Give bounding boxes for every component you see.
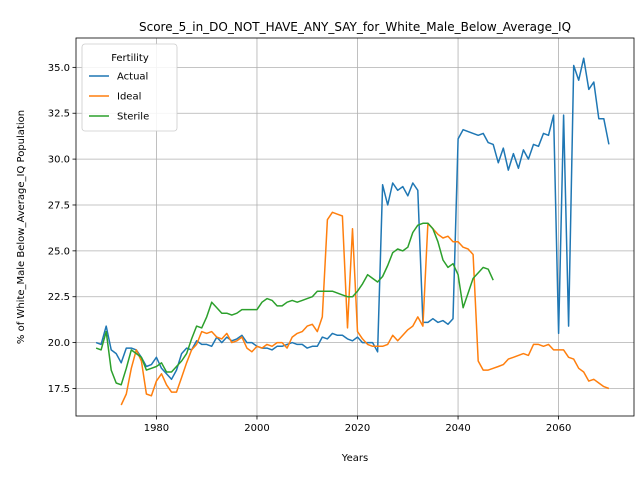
y-tick-label: 17.5 <box>48 384 70 395</box>
x-tick-label: 1980 <box>144 423 169 434</box>
plot-frame <box>75 37 635 417</box>
y-tick-label: 22.5 <box>48 292 70 303</box>
chart-title: Score_5_in_DO_NOT_HAVE_ANY_SAY_for_White… <box>139 20 571 34</box>
x-axis-label: Years <box>341 453 368 464</box>
y-tick-label: 25.0 <box>48 246 70 257</box>
legend-title: Fertility <box>111 53 149 64</box>
x-tick-label: 2060 <box>546 423 571 434</box>
grid <box>76 38 634 416</box>
y-tick-label: 30.0 <box>48 155 70 166</box>
y-axis-label: % of White_Male Below_Average_IQ Populat… <box>16 110 27 344</box>
axis-ticks: 1980 2000 2020 2040 2060 17.5 20.0 22.5 25.0 27.5… <box>48 63 572 434</box>
series-lines <box>95 57 610 406</box>
y-tick-label: 27.5 <box>48 200 70 211</box>
legend-label-sterile: Sterile <box>117 112 149 123</box>
series-line-actual <box>95 57 610 381</box>
legend-label-ideal: Ideal <box>117 92 141 103</box>
series-line-sterile <box>95 222 494 386</box>
legend: Fertility Actual Ideal Sterile <box>81 43 178 132</box>
y-tick-label: 35.0 <box>48 63 70 74</box>
x-tick-label: 2000 <box>244 423 269 434</box>
legend-label-actual: Actual <box>117 72 148 83</box>
x-tick-label: 2040 <box>445 423 470 434</box>
y-tick-label: 20.0 <box>48 338 70 349</box>
series-line-ideal <box>120 211 610 406</box>
y-tick-label: 32.5 <box>48 109 70 120</box>
legend-box <box>81 43 178 132</box>
x-tick-label: 2020 <box>345 423 370 434</box>
